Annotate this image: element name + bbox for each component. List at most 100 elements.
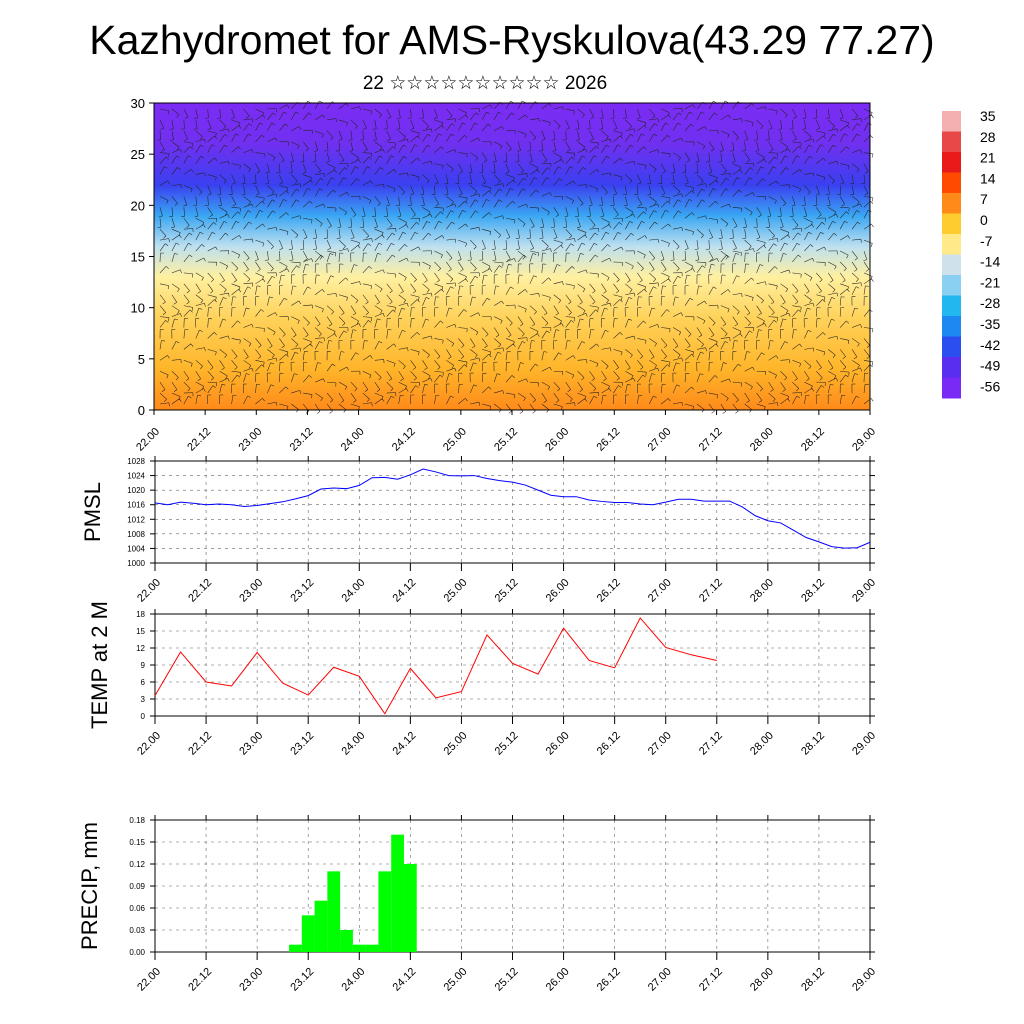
wind-barb-flag [175,341,180,344]
wind-barb-flag [816,193,820,196]
colorbar-swatch [942,152,961,173]
wind-barb [768,294,775,303]
wind-barb-flag [726,254,730,258]
wind-barb [541,351,545,361]
wind-barb [839,288,848,295]
wind-barb-flag [491,248,496,250]
wind-barb [541,294,551,298]
wind-barb [708,200,716,208]
wind-barb-flag [763,245,767,249]
wind-barb [338,119,348,123]
wind-barb [291,327,297,336]
wind-barb [648,307,653,317]
wind-barb-flag [381,398,385,402]
wind-barb-flag [713,286,717,289]
wind-barb [541,119,551,123]
wind-barb-flag [575,128,580,130]
wind-barb [565,243,572,252]
wind-barb [470,327,479,333]
wind-barb [684,104,694,110]
wind-barb-flag [376,389,381,392]
wind-barb-flag [165,320,169,323]
wind-barb-flag [561,242,563,247]
wind-barb [374,155,380,164]
wind-barb-flag [364,340,368,342]
wind-barb [422,377,431,383]
wind-barb [517,173,527,175]
wind-barb [195,119,198,129]
wind-barb-flag [742,237,747,239]
pmsl-xtick-label: 25.00 [442,577,470,605]
wind-barb [458,239,467,244]
wind-barb [601,272,610,278]
wind-barb [625,213,634,219]
wind-barb-flag [604,307,608,310]
wind-barb-flag [681,193,684,198]
wind-barb-flag [535,189,539,193]
wind-barb [267,296,270,306]
colorbar-label: -14 [980,254,1000,270]
temp-xtick-label: 22.12 [186,730,214,758]
wind-barb [601,138,611,143]
wind-barb-flag [310,180,313,184]
wind-barb [505,217,515,221]
wind-barb [255,261,261,270]
wind-barb-flag [595,146,599,150]
wind-barb [732,392,739,401]
wind-barb [613,135,621,142]
wind-barb [839,374,846,383]
wind-barb [171,283,180,290]
wind-barb-flag [502,183,504,188]
wind-barb [565,228,573,236]
wind-barb [756,316,765,322]
wind-barb [505,392,515,395]
wind-barb-flag [304,258,308,261]
wind-barb [255,108,264,114]
wind-barb [851,221,858,230]
pmsl-ytick-label: 1008 [127,530,145,539]
wind-barb-flag [439,374,443,378]
wind-barb [386,283,393,291]
wind-barb-flag [692,406,694,410]
wind-barb-flag [546,177,550,180]
wind-barb [720,392,729,399]
wind-barb [195,207,199,217]
wind-barb-flag [319,188,323,191]
wind-barb [386,232,393,241]
wind-barb-flag [573,355,576,359]
wind-barb [851,185,855,195]
wind-barb [171,305,180,311]
wind-barb [625,108,627,118]
wind-barb [243,149,253,153]
wind-barb [517,130,527,135]
wind-barb [314,289,323,295]
wind-barb-flag [591,378,595,381]
wind-barb [243,338,252,344]
wind-barb-flag [389,290,393,294]
wind-barb [183,371,190,379]
wind-barb [768,355,777,361]
wind-barb [708,375,716,383]
wind-barb-flag [299,390,302,394]
wind-barb-flag [593,388,597,392]
wind-barb [386,196,390,206]
wind-barb-flag [212,385,216,388]
wind-barb [183,381,191,389]
wind-barb-flag [275,312,278,316]
wind-barb-flag [748,177,753,180]
wind-barb [231,261,239,269]
wind-barb [529,340,532,350]
wind-barb-flag [330,137,334,141]
wind-barb [207,332,215,339]
temp-ytick-label: 0 [141,712,146,721]
wind-barb-flag [610,172,612,177]
wind-barb-flag [451,221,455,225]
wind-barb [672,275,678,284]
wind-barb-flag [352,214,357,218]
wind-barb-flag [474,354,478,358]
wind-barb-flag [199,136,203,140]
wind-barb [839,261,847,269]
wind-barb-flag [448,356,452,360]
wind-barb-flag [517,150,521,152]
wind-barb [708,264,712,273]
